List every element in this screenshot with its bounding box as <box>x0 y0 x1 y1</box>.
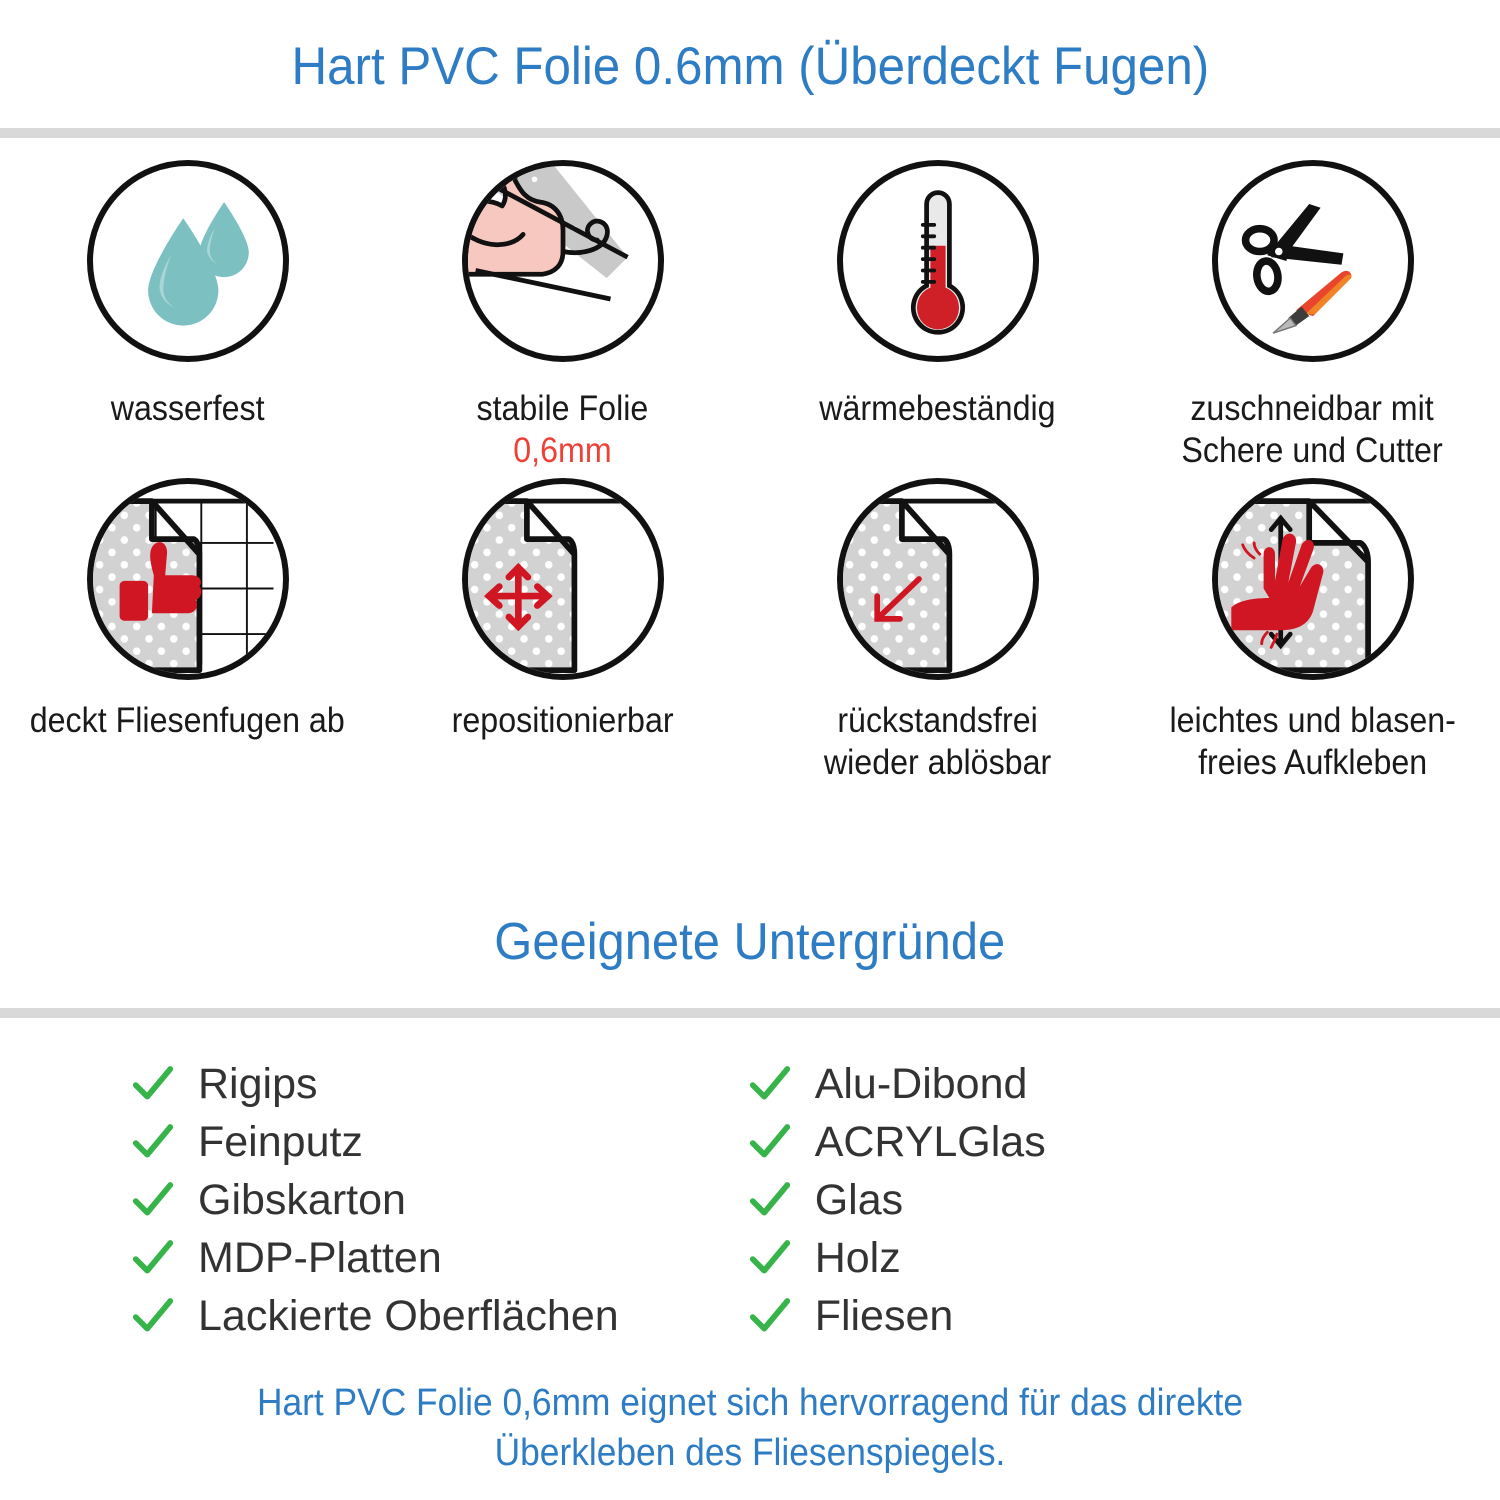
list-item: Feinputz <box>130 1113 619 1171</box>
list-item: Fliesen <box>747 1287 1046 1345</box>
substrate-column-left: Rigips Feinputz Gibskarton MDP-Platten L… <box>130 1055 619 1345</box>
feature-label: repositionierbar <box>451 701 674 740</box>
thermometer-icon <box>836 160 1039 362</box>
feature-waermebestaendig: wärmebeständig <box>750 160 1125 472</box>
list-item-label: MDP-Platten <box>198 1233 442 1282</box>
feature-stabile-folie: stabile Folie 0,6mm <box>375 160 750 472</box>
check-icon <box>132 1298 174 1332</box>
four-way-arrow-icon <box>461 478 664 680</box>
substrate-checklist: Rigips Feinputz Gibskarton MDP-Platten L… <box>0 1055 1500 1345</box>
page-title-text: Hart PVC Folie 0.6mm (Überdeckt Fugen) <box>291 37 1209 96</box>
list-item: Lackierte Oberflächen <box>130 1287 619 1345</box>
list-item-label: Rigips <box>198 1059 318 1108</box>
smoothing-hand-icon <box>1211 478 1414 680</box>
check-icon <box>749 1298 790 1332</box>
list-item-label: Gibskarton <box>198 1175 406 1224</box>
list-item-label: ACRYLGlas <box>814 1117 1046 1166</box>
list-item: Holz <box>747 1229 1046 1287</box>
feature-label: stabile Folie <box>476 389 649 428</box>
feature-zuschneidbar: zuschneidbar mit Schere und Cutter <box>1125 160 1500 472</box>
feature-label: leichtes und blasen- freies Aufkleben <box>1169 701 1456 782</box>
list-item: Gibskarton <box>130 1171 619 1229</box>
feature-sublabel: 0,6mm <box>513 431 612 470</box>
check-icon <box>749 1124 790 1158</box>
list-item-label: Holz <box>814 1233 901 1282</box>
list-item: Glas <box>747 1171 1046 1229</box>
feature-label: wasserfest <box>110 389 265 428</box>
feature-label: zuschneidbar mit Schere und Cutter <box>1181 389 1444 470</box>
feature-label: deckt Fliesenfugen ab <box>29 701 346 740</box>
divider-bottom <box>0 1008 1500 1018</box>
check-icon <box>749 1240 790 1274</box>
feature-leichtes-aufkleben: leichtes und blasen- freies Aufkleben <box>1125 478 1500 784</box>
substrate-column-right: Alu-Dibond ACRYLGlas Glas Holz Fliesen <box>747 1055 1046 1345</box>
feature-grid: wasserfest stabile <box>0 160 1500 784</box>
page-title: Hart PVC Folie 0.6mm (Überdeckt Fugen) <box>0 0 1500 133</box>
list-item: Alu-Dibond <box>747 1055 1046 1113</box>
list-item: ACRYLGlas <box>747 1113 1046 1171</box>
footer-line-1: Hart PVC Folie 0,6mm eignet sich hervorr… <box>256 1382 1244 1424</box>
flexed-muscle-icon <box>461 160 664 362</box>
footer-line-2: Überkleben des Fliesenspiegels. <box>494 1432 1006 1475</box>
feature-label: rückstandsfrei wieder ablösbar <box>823 701 1052 782</box>
peel-arrow-icon <box>836 478 1039 680</box>
list-item: Rigips <box>130 1055 619 1113</box>
list-item-label: Lackierte Oberflächen <box>198 1291 619 1340</box>
scissors-cutter-icon <box>1211 160 1414 362</box>
check-icon <box>132 1182 174 1216</box>
footer-note: Hart PVC Folie 0,6mm eignet sich hervorr… <box>0 1378 1500 1478</box>
feature-label: wärmebeständig <box>819 389 1056 428</box>
list-item-label: Fliesen <box>814 1291 954 1340</box>
list-item: MDP-Platten <box>130 1229 619 1287</box>
check-icon <box>749 1066 790 1100</box>
feature-deckt-fliesenfugen: deckt Fliesenfugen ab <box>0 478 375 784</box>
check-icon <box>132 1240 174 1274</box>
feature-repositionierbar: repositionierbar <box>375 478 750 784</box>
thumbs-up-tiles-icon <box>86 478 289 680</box>
section-heading-text: Geeignete Untergründe <box>494 913 1006 971</box>
list-item-label: Feinputz <box>198 1117 363 1166</box>
list-item-label: Glas <box>814 1175 904 1224</box>
check-icon <box>132 1124 174 1158</box>
check-icon <box>132 1066 174 1100</box>
feature-rueckstandsfrei: rückstandsfrei wieder ablösbar <box>750 478 1125 784</box>
feature-wasserfest: wasserfest <box>0 160 375 472</box>
water-drops-icon <box>86 160 289 362</box>
divider-top <box>0 128 1500 138</box>
check-icon <box>749 1182 790 1216</box>
section-heading: Geeignete Untergründe <box>0 912 1500 972</box>
list-item-label: Alu-Dibond <box>814 1059 1028 1108</box>
